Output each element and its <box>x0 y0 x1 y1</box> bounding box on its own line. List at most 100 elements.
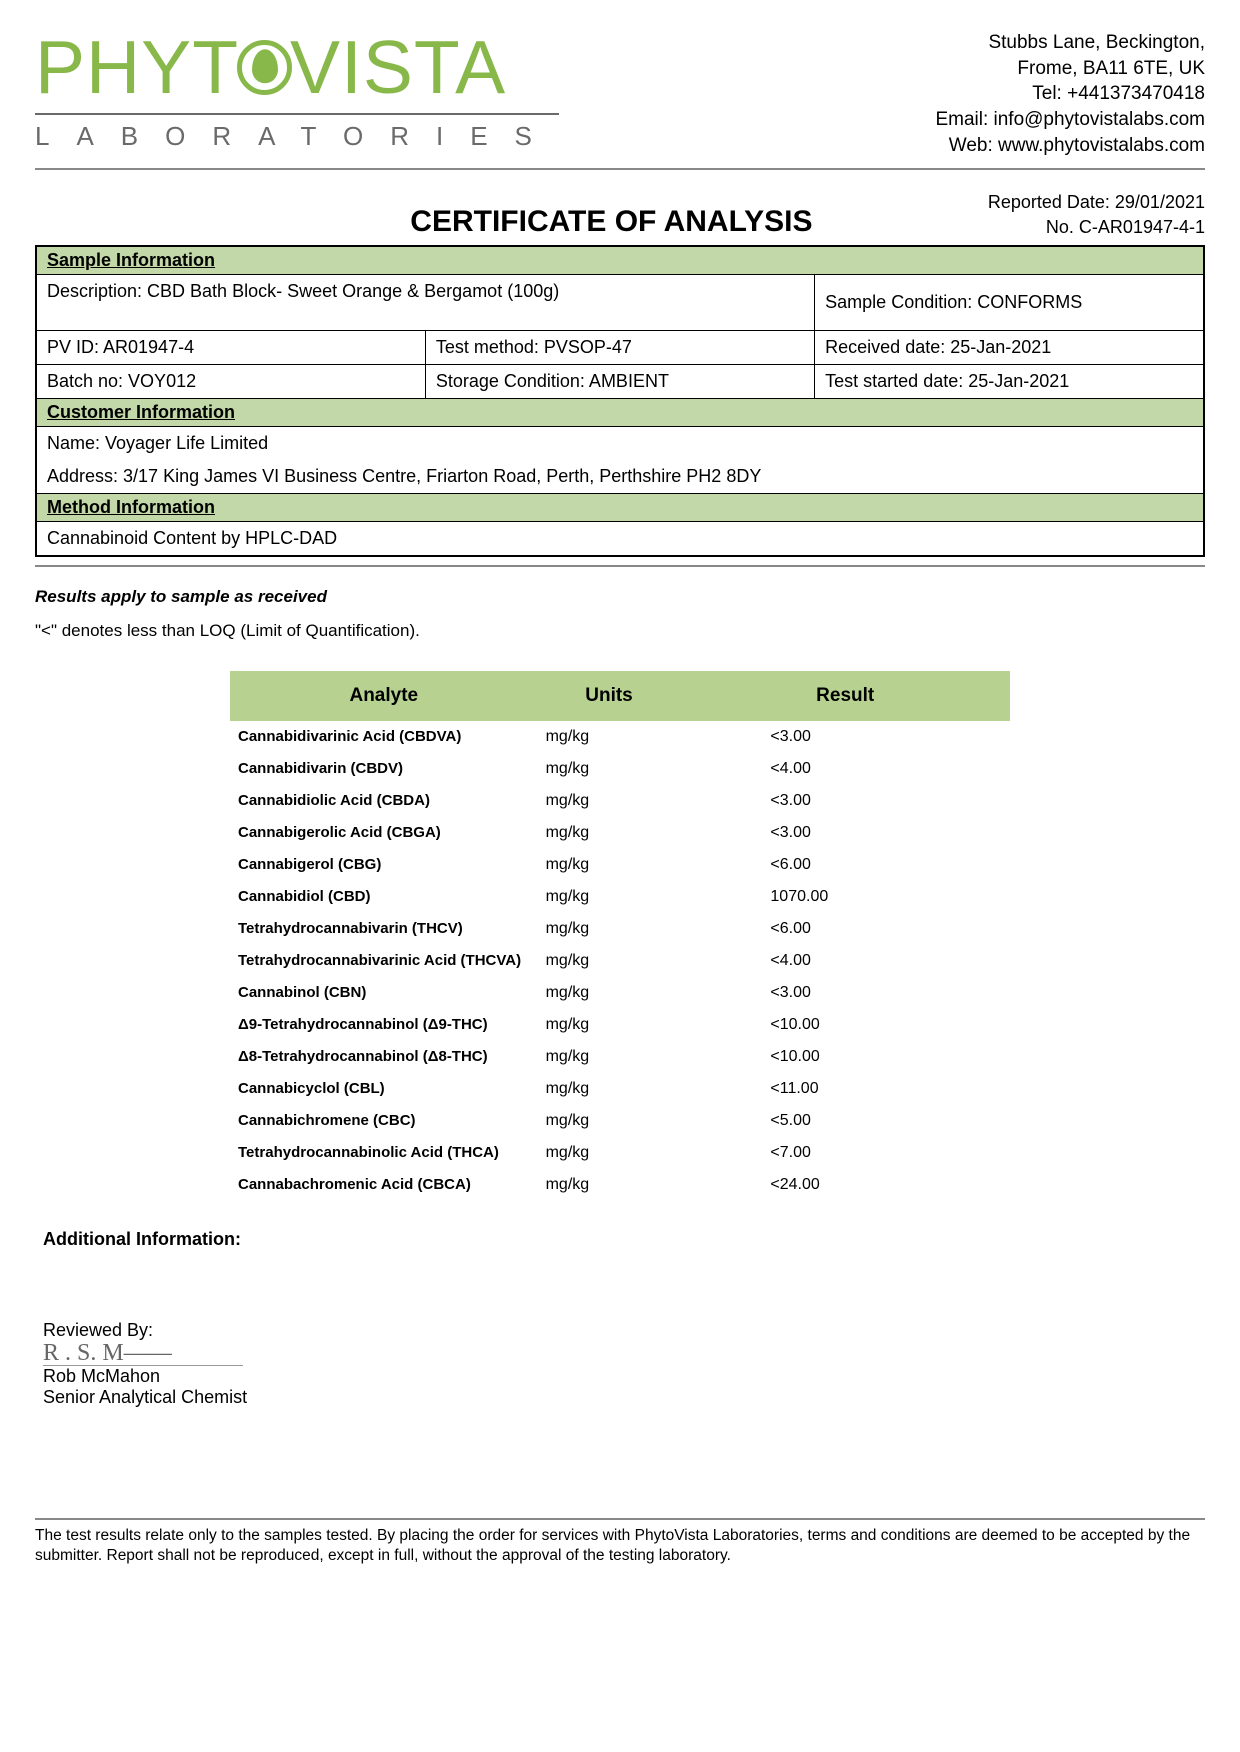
result-cell: <7.00 <box>680 1137 1010 1169</box>
analyte-cell: Cannabigerolic Acid (CBGA) <box>230 817 538 849</box>
email-line: Email: info@phytovistalabs.com <box>935 107 1205 133</box>
table-row: Cannabigerol (CBG)mg/kg<6.00 <box>230 849 1010 881</box>
web-line: Web: www.phytovistalabs.com <box>935 133 1205 159</box>
col-units: Units <box>538 671 681 721</box>
analyte-cell: Cannabichromene (CBC) <box>230 1105 538 1137</box>
analyte-cell: Tetrahydrocannabinolic Acid (THCA) <box>230 1137 538 1169</box>
table-row: Cannabichromene (CBC)mg/kg<5.00 <box>230 1105 1010 1137</box>
analyte-cell: Δ9-Tetrahydrocannabinol (Δ9-THC) <box>230 1009 538 1041</box>
result-cell: <10.00 <box>680 1041 1010 1073</box>
result-cell: <4.00 <box>680 945 1010 977</box>
note-line-1: Results apply to sample as received <box>35 587 1205 607</box>
logo-subtext: LABORATORIES <box>35 113 559 152</box>
sample-condition: Sample Condition: CONFORMS <box>815 274 1204 330</box>
units-cell: mg/kg <box>538 1169 681 1201</box>
title-row: CERTIFICATE OF ANALYSIS Reported Date: 2… <box>35 190 1205 239</box>
units-cell: mg/kg <box>538 881 681 913</box>
analyte-cell: Cannabidiol (CBD) <box>230 881 538 913</box>
analyte-cell: Cannabidivarin (CBDV) <box>230 753 538 785</box>
col-analyte: Analyte <box>230 671 538 721</box>
table-row: Cannabidivarin (CBDV)mg/kg<4.00 <box>230 753 1010 785</box>
additional-info-label: Additional Information: <box>43 1229 1205 1250</box>
table-row: Δ8-Tetrahydrocannabinol (Δ8-THC)mg/kg<10… <box>230 1041 1010 1073</box>
table-row: Δ9-Tetrahydrocannabinol (Δ9-THC)mg/kg<10… <box>230 1009 1010 1041</box>
addr-line: Frome, BA11 6TE, UK <box>935 56 1205 82</box>
analyte-cell: Cannabachromenic Acid (CBCA) <box>230 1169 538 1201</box>
units-cell: mg/kg <box>538 849 681 881</box>
units-cell: mg/kg <box>538 913 681 945</box>
result-cell: <10.00 <box>680 1009 1010 1041</box>
units-cell: mg/kg <box>538 1105 681 1137</box>
reviewed-by-label: Reviewed By: <box>43 1320 1205 1341</box>
customer-name: Name: Voyager Life Limited <box>36 426 1204 460</box>
units-cell: mg/kg <box>538 945 681 977</box>
analyte-cell: Cannabinol (CBN) <box>230 977 538 1009</box>
logo: PHYT VISTA LABORATORIES <box>35 30 559 152</box>
reviewer-title: Senior Analytical Chemist <box>43 1387 1205 1408</box>
units-cell: mg/kg <box>538 1137 681 1169</box>
section-sample-info: Sample Information <box>36 246 1204 275</box>
analyte-cell: Tetrahydrocannabivarin (THCV) <box>230 913 538 945</box>
disclaimer: The test results relate only to the samp… <box>35 1526 1205 1566</box>
section-method-info: Method Information <box>36 493 1204 521</box>
units-cell: mg/kg <box>538 817 681 849</box>
results-table-wrap: Analyte Units Result Cannabidivarinic Ac… <box>230 671 1010 1201</box>
table-row: Cannabidivarinic Acid (CBDVA)mg/kg<3.00 <box>230 721 1010 753</box>
table-row: Cannabidiol (CBD)mg/kg1070.00 <box>230 881 1010 913</box>
logo-text-1: PHYT <box>35 30 239 105</box>
analyte-cell: Cannabidiolic Acid (CBDA) <box>230 785 538 817</box>
reported-date: Reported Date: 29/01/2021 <box>988 190 1205 214</box>
results-table: Analyte Units Result Cannabidivarinic Ac… <box>230 671 1010 1201</box>
leaf-icon <box>237 40 292 95</box>
units-cell: mg/kg <box>538 1041 681 1073</box>
analyte-cell: Cannabigerol (CBG) <box>230 849 538 881</box>
sample-description: Description: CBD Bath Block- Sweet Orang… <box>36 274 815 330</box>
note-line-2: "<" denotes less than LOQ (Limit of Quan… <box>35 621 1205 641</box>
result-cell: <3.00 <box>680 785 1010 817</box>
table-row: Cannabinol (CBN)mg/kg<3.00 <box>230 977 1010 1009</box>
result-cell: <3.00 <box>680 977 1010 1009</box>
table-row: Cannabicyclol (CBL)mg/kg<11.00 <box>230 1073 1010 1105</box>
result-cell: <24.00 <box>680 1169 1010 1201</box>
divider <box>35 565 1205 567</box>
customer-address: Address: 3/17 King James VI Business Cen… <box>36 460 1204 494</box>
reviewer-name: Rob McMahon <box>43 1366 1205 1387</box>
logo-text-2: VISTA <box>290 30 506 105</box>
table-row: Cannabidiolic Acid (CBDA)mg/kg<3.00 <box>230 785 1010 817</box>
signature: R . S. M—— <box>43 1341 243 1366</box>
units-cell: mg/kg <box>538 753 681 785</box>
table-row: Tetrahydrocannabinolic Acid (THCA)mg/kg<… <box>230 1137 1010 1169</box>
tel-line: Tel: +441373470418 <box>935 81 1205 107</box>
table-row: Tetrahydrocannabivarinic Acid (THCVA)mg/… <box>230 945 1010 977</box>
divider <box>35 1518 1205 1520</box>
col-result: Result <box>680 671 1010 721</box>
units-cell: mg/kg <box>538 721 681 753</box>
review-block: Reviewed By: R . S. M—— Rob McMahon Seni… <box>43 1320 1205 1408</box>
batch-no: Batch no: VOY012 <box>36 364 425 398</box>
logo-wordmark: PHYT VISTA <box>35 30 559 105</box>
units-cell: mg/kg <box>538 785 681 817</box>
result-cell: <6.00 <box>680 913 1010 945</box>
storage-condition: Storage Condition: AMBIENT <box>425 364 814 398</box>
test-started: Test started date: 25-Jan-2021 <box>815 364 1204 398</box>
report-meta: Reported Date: 29/01/2021 No. C-AR01947-… <box>988 190 1205 239</box>
result-cell: <5.00 <box>680 1105 1010 1137</box>
addr-line: Stubbs Lane, Beckington, <box>935 30 1205 56</box>
method-text: Cannabinoid Content by HPLC-DAD <box>36 521 1204 556</box>
notes-block: Results apply to sample as received "<" … <box>35 587 1205 641</box>
received-date: Received date: 25-Jan-2021 <box>815 330 1204 364</box>
result-cell: <4.00 <box>680 753 1010 785</box>
info-table: Sample Information Description: CBD Bath… <box>35 245 1205 557</box>
company-contact: Stubbs Lane, Beckington, Frome, BA11 6TE… <box>935 30 1205 158</box>
document-title: CERTIFICATE OF ANALYSIS <box>235 205 988 239</box>
units-cell: mg/kg <box>538 1009 681 1041</box>
table-row: Tetrahydrocannabivarin (THCV)mg/kg<6.00 <box>230 913 1010 945</box>
table-row: Cannabachromenic Acid (CBCA)mg/kg<24.00 <box>230 1169 1010 1201</box>
result-cell: <6.00 <box>680 849 1010 881</box>
analyte-cell: Tetrahydrocannabivarinic Acid (THCVA) <box>230 945 538 977</box>
result-cell: <3.00 <box>680 721 1010 753</box>
divider <box>35 168 1205 170</box>
report-number: No. C-AR01947-4-1 <box>988 215 1205 239</box>
table-row: Cannabigerolic Acid (CBGA)mg/kg<3.00 <box>230 817 1010 849</box>
analyte-cell: Δ8-Tetrahydrocannabinol (Δ8-THC) <box>230 1041 538 1073</box>
